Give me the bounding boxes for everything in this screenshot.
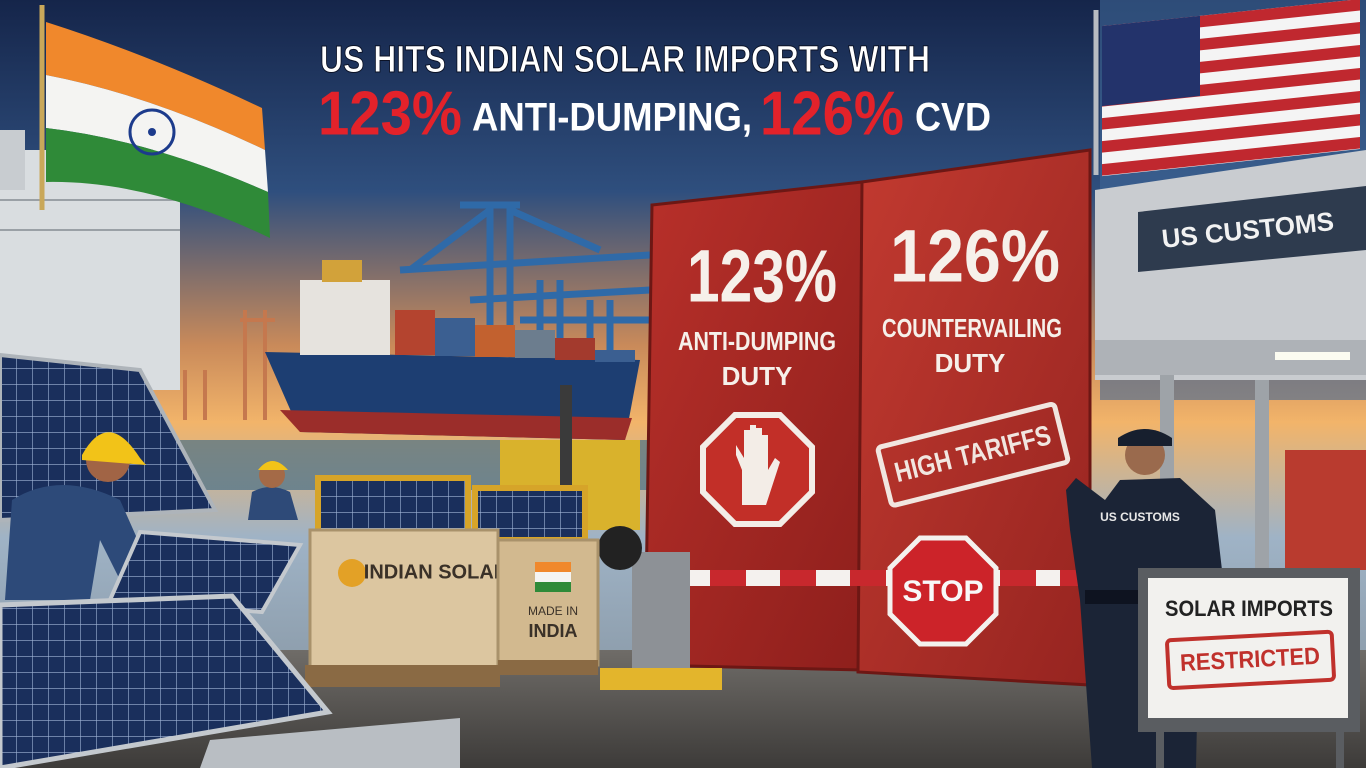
forklift-wheel bbox=[598, 526, 642, 570]
wall-left-rate: 123% bbox=[687, 235, 837, 318]
barrier-base bbox=[600, 668, 722, 690]
wall-right-label: DUTY bbox=[935, 348, 1006, 378]
headline-text: CVD bbox=[915, 96, 991, 140]
barrier-post bbox=[632, 552, 690, 670]
notice-title: SOLAR IMPORTS bbox=[1165, 596, 1333, 621]
ship-bridge bbox=[300, 280, 390, 355]
customs-column bbox=[1255, 380, 1269, 570]
crate-origin: MADE IN bbox=[528, 604, 578, 618]
worker bbox=[248, 461, 298, 520]
headline-text: ANTI-DUMPING, bbox=[472, 96, 752, 140]
wall-right-label: COUNTERVAILING bbox=[882, 313, 1062, 343]
truck bbox=[1285, 450, 1366, 570]
solar-panel bbox=[107, 529, 304, 615]
wall-right-rate: 126% bbox=[890, 215, 1060, 298]
ship-funnel bbox=[322, 260, 362, 282]
barrier-stripes bbox=[710, 570, 1096, 586]
crate-brand: INDIAN SOLAR bbox=[364, 561, 509, 583]
wall-left-label: DUTY bbox=[722, 361, 793, 391]
customs-sign bbox=[1138, 186, 1366, 272]
hand-icon bbox=[736, 425, 780, 505]
crate-origin: INDIA bbox=[529, 621, 578, 641]
us-flag bbox=[1102, 0, 1360, 177]
pallet bbox=[305, 665, 500, 687]
distant-cranes bbox=[183, 310, 275, 420]
headline-rate: 126% bbox=[760, 79, 904, 148]
containers bbox=[395, 310, 635, 362]
stop-sign-text: STOP bbox=[902, 575, 983, 608]
building-tower bbox=[0, 130, 25, 190]
canopy-light bbox=[1275, 352, 1350, 360]
officer-badge-text: US CUSTOMS bbox=[1100, 510, 1180, 524]
crate bbox=[308, 528, 500, 670]
wall-left-label: ANTI-DUMPING bbox=[678, 326, 836, 356]
crate bbox=[496, 538, 600, 667]
headline-line1: US HITS INDIAN SOLAR IMPORTS WITH bbox=[320, 39, 930, 81]
solar-panel bbox=[0, 593, 333, 768]
crate-flag bbox=[535, 562, 571, 592]
headline-rate: 123% bbox=[318, 79, 462, 148]
india-flag bbox=[46, 22, 270, 238]
sun-logo bbox=[338, 559, 366, 587]
pallet bbox=[498, 660, 598, 675]
solar-panel bbox=[315, 475, 471, 539]
stop-sign bbox=[887, 535, 999, 647]
ship-waterline bbox=[280, 410, 632, 440]
notice-board bbox=[1148, 578, 1348, 718]
panel-rack bbox=[200, 718, 460, 768]
cranes bbox=[399, 201, 651, 350]
building-rails bbox=[0, 199, 180, 231]
